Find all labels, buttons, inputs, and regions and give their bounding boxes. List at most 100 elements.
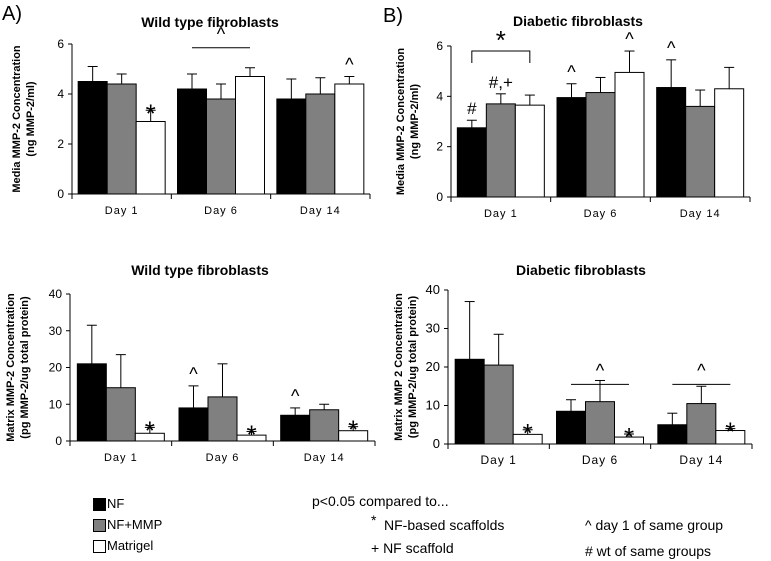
bar <box>305 93 336 195</box>
bar <box>280 414 311 442</box>
bar <box>454 358 485 445</box>
y-axis-label: Matrix MMP 2 Concentration <box>393 293 405 441</box>
y-axis-label: (pg MMP-2/ug total protein) <box>19 296 31 439</box>
x-category-label: Day 1 <box>104 452 138 464</box>
y-tick-label: 20 <box>49 361 63 375</box>
bar <box>334 83 365 195</box>
chart-title: Diabetic fibroblasts <box>513 13 643 29</box>
bracket-mark: ^ <box>697 360 706 380</box>
y-tick-label: 10 <box>426 398 440 413</box>
bar <box>106 83 137 195</box>
y-tick-label: 30 <box>426 321 440 336</box>
legend-swatch-nf-mmp <box>93 519 106 532</box>
bar <box>105 387 136 442</box>
x-category-label: Day 6 <box>206 452 240 464</box>
panel-label: A) <box>2 3 22 25</box>
y-tick-label: 2 <box>436 140 443 154</box>
x-category-label: Day 14 <box>680 208 721 220</box>
bar <box>76 363 107 442</box>
y-axis-label: Matrix MMP-2 Concentration <box>5 293 17 442</box>
significance-mark: * <box>725 417 735 447</box>
bracket-mark: ^ <box>217 24 226 44</box>
x-category-label: Day 1 <box>480 453 516 467</box>
bar <box>514 104 545 198</box>
y-tick-label: 4 <box>436 89 443 103</box>
significance-mark: ^ <box>625 29 634 49</box>
bar <box>614 71 645 198</box>
x-category-label: Day 14 <box>300 205 341 217</box>
chart-title: Wild type fibroblasts <box>131 262 269 278</box>
bar <box>685 105 716 198</box>
bar <box>585 401 615 445</box>
y-tick-label: 20 <box>426 359 440 374</box>
significance-mark: # <box>467 99 477 118</box>
footnote-caret: ^ day 1 of same group <box>585 517 724 533</box>
footnote-intro: p<0.05 compared to... <box>312 493 449 509</box>
bar <box>483 364 514 445</box>
significance-mark: #,+ <box>489 73 513 92</box>
y-tick-label: 0 <box>57 187 64 201</box>
bar <box>656 87 687 198</box>
footnote-star-symbol: * <box>371 512 377 528</box>
y-tick-label: 10 <box>49 397 63 411</box>
significance-mark: * <box>146 98 156 128</box>
bracket-mark: ^ <box>596 360 605 380</box>
x-category-label: Day 14 <box>679 453 723 467</box>
significance-mark: * <box>624 422 634 452</box>
legend-swatch-matrigel <box>93 540 106 553</box>
legend-swatch-nf <box>93 498 106 511</box>
bar <box>686 403 717 445</box>
bar <box>309 409 340 442</box>
bar <box>456 127 487 198</box>
y-tick-label: 2 <box>57 137 64 151</box>
y-axis-label: (ng MMP-2/ml) <box>25 81 37 156</box>
x-category-label: Day 6 <box>584 208 618 220</box>
significance-mark: ^ <box>189 364 198 384</box>
y-tick-label: 0 <box>55 434 62 448</box>
y-axis-label: Media MMP-2 Concentration <box>395 48 407 196</box>
y-tick-label: 40 <box>49 287 63 301</box>
bar <box>657 424 688 445</box>
chart-title: Wild type fibroblasts <box>141 14 279 30</box>
legend-label-nf: NF <box>107 496 125 511</box>
bar <box>485 103 516 198</box>
footnote-hash: # wt of same groups <box>585 543 712 559</box>
bar <box>177 88 207 195</box>
y-tick-label: 6 <box>57 37 64 51</box>
x-category-label: Day 1 <box>105 205 139 217</box>
legend-label-nf-mmp: NF+MMP <box>107 517 163 532</box>
chart-title: Diabetic fibroblasts <box>516 262 646 278</box>
bar <box>556 97 587 198</box>
x-category-label: Day 6 <box>204 205 238 217</box>
panel-label: B) <box>383 5 403 27</box>
significance-mark: * <box>348 415 358 445</box>
x-category-label: Day 14 <box>304 452 345 464</box>
legend-label-matrigel: Matrigel <box>107 538 154 553</box>
x-category-label: Day 6 <box>582 453 618 467</box>
significance-mark: * <box>145 415 155 445</box>
significance-mark: ^ <box>291 386 300 406</box>
y-axis-label: (pg MMP-2/ug total protein) <box>407 295 419 438</box>
y-tick-label: 0 <box>436 190 443 204</box>
bar <box>556 410 586 445</box>
y-tick-label: 6 <box>436 39 443 53</box>
y-axis-label: Media MMP-2 Concentration <box>11 45 23 193</box>
footnote-plus: + NF scaffold <box>371 540 454 556</box>
bar <box>585 92 616 198</box>
bar <box>77 81 108 195</box>
footnote-star: NF-based scaffolds <box>384 517 505 533</box>
y-tick-label: 40 <box>426 282 440 297</box>
significance-mark: * <box>246 419 256 449</box>
bar <box>235 76 265 195</box>
significance-mark: ^ <box>667 38 676 58</box>
bar <box>206 98 236 195</box>
bar <box>135 121 166 195</box>
y-tick-label: 4 <box>57 87 64 101</box>
y-tick-label: 0 <box>433 436 440 451</box>
bracket-mark: * <box>496 25 506 55</box>
y-tick-label: 30 <box>49 324 63 338</box>
bar <box>207 396 238 442</box>
bar <box>714 88 745 198</box>
significance-mark: ^ <box>345 55 354 75</box>
